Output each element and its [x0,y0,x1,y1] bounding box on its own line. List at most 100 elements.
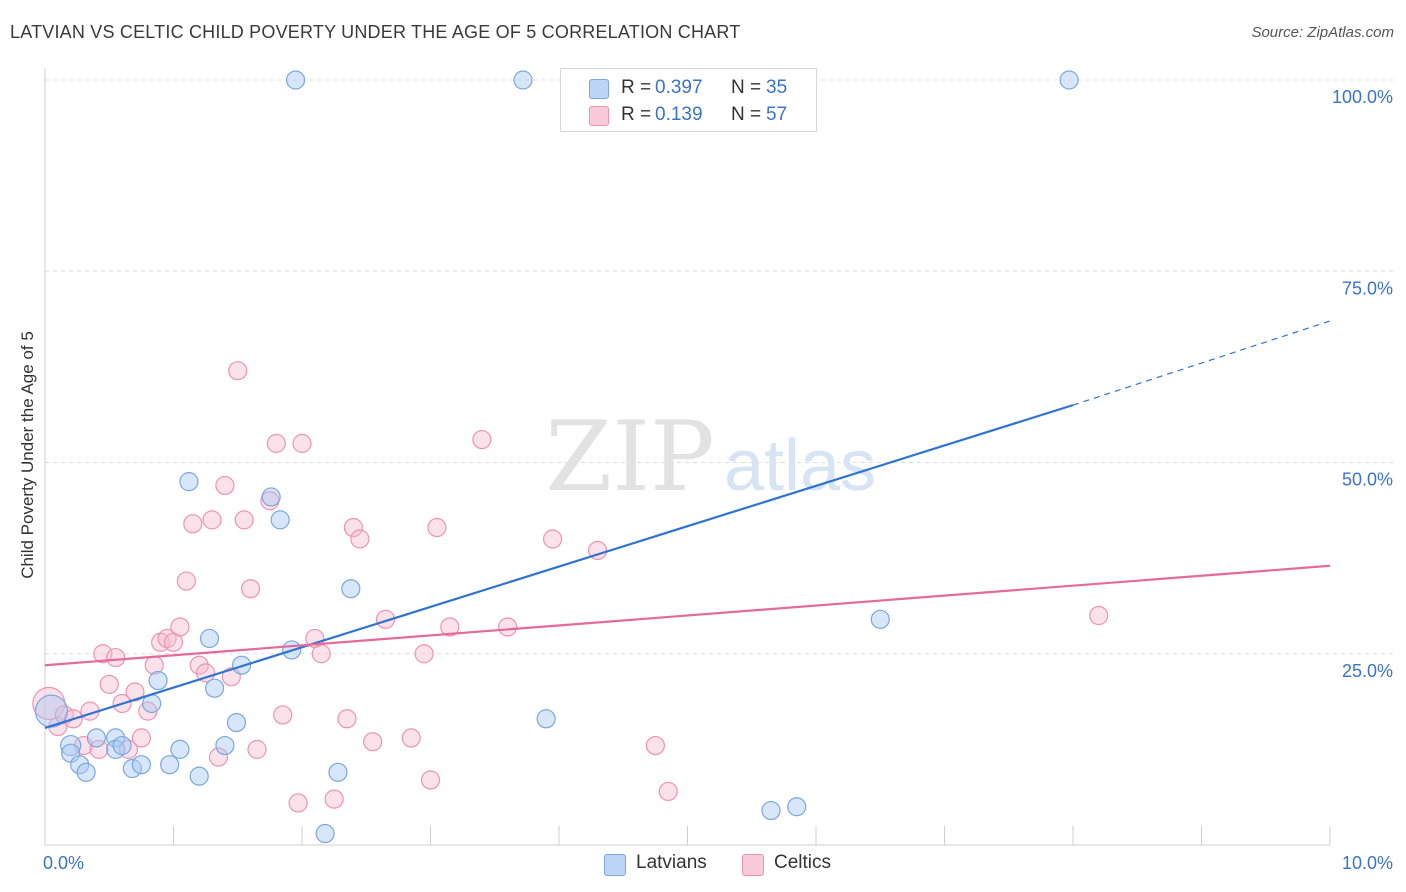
latvians-point [189,766,209,786]
latvians-point [131,755,151,775]
latvians-point [34,694,69,728]
latvians-point [328,762,348,782]
latvians-point [60,734,82,757]
latvians-point [870,609,890,629]
celtics-point [427,517,447,538]
source-label: Source: ZipAtlas.com [1251,24,1394,41]
celtics-point [1089,605,1109,626]
celtics-point [337,709,357,729]
celtics-point [89,739,109,759]
celtics-point [363,732,383,752]
celtics-point [542,529,563,549]
latvians-point [86,728,107,748]
latvians-point [261,487,281,507]
latvians-point [285,70,306,90]
n-label: N = [731,77,762,98]
latvians-point [787,797,807,817]
celtics-point [311,644,331,664]
latvians-point [106,728,126,748]
celtics-point [208,747,229,767]
y-tick-label: 75.0% [1342,278,1393,298]
latvians-point [761,800,781,821]
celtics-point [189,655,209,675]
latvians-point [70,755,90,775]
celtics-point [241,579,261,599]
celtics-point [99,674,119,694]
watermark: ZIP atlas [545,401,876,513]
latvians-trend-extension [1072,320,1331,406]
y-tick-label: 50.0% [1342,470,1393,490]
latvians-point [205,678,225,698]
celtics-point [292,433,312,453]
celtics-point [343,517,363,538]
latvians-point [76,762,96,782]
latvians-point [179,472,199,492]
latvians-point [226,712,247,733]
gridlines [45,79,1395,655]
watermark-atlas: atlas [724,426,876,506]
celtics-point [288,793,308,813]
celtics-point [273,705,293,725]
y-tick-label: 100.0% [1332,87,1393,107]
celtics-point [131,728,151,748]
latvians-swatch [589,79,609,99]
celtics-point [93,644,113,664]
x-tick-label: 0.0% [43,853,84,873]
y-axis-label: Child Poverty Under the Age of 5 [18,331,37,579]
celtics-point [350,529,370,549]
latvians-point [112,735,132,756]
r-value: 0.139 [655,104,703,125]
celtics-point [176,571,196,591]
r-label: R = [621,104,652,125]
celtics-point [658,781,678,802]
celtics-point [645,735,665,756]
axes [44,68,1331,846]
tick-labels: 25.0% 50.0% 75.0% 100.0% 0.0% 10.0% [43,87,1393,873]
latvians-point [160,755,180,775]
celtics-point [228,361,248,381]
celtics-point [472,429,492,450]
celtics-point [324,789,344,809]
celtics-point [401,728,421,748]
latvians-trend-line [44,404,1074,730]
celtics-point [202,510,222,530]
celtics-swatch [589,106,609,126]
latvians-point [215,735,235,756]
legend-row-celtics: R = 0.139 N = 57 [561,102,816,128]
celtics-point [414,644,434,664]
latvians-swatch [604,854,626,876]
legend-row-latvians: R = 0.397 N = 35 [561,75,816,101]
trend-lines [44,320,1331,730]
celtics-point [183,514,203,534]
celtics-trend-line [44,564,1331,667]
latvians-point [536,709,556,729]
series-legend: Latvians Celtics [0,852,1406,876]
latvians-point [315,823,335,844]
legend-label-latvians: Latvians [636,852,707,873]
r-label: R = [621,77,652,98]
celtics-point [106,647,126,668]
celtics-point [247,739,267,759]
n-label: N = [731,104,762,125]
watermark-zip: ZIP [545,401,714,513]
celtics-point [234,510,254,530]
celtics-point [196,663,216,683]
celtics-point [215,475,235,496]
celtics-point [170,617,190,637]
chart-title: LATVIAN VS CELTIC CHILD POVERTY UNDER TH… [10,22,741,42]
celtics-swatch [742,854,764,876]
legend-label-celtics: Celtics [774,852,832,873]
celtics-point [266,433,286,453]
latvians-point [148,670,168,691]
x-tick-label: 10.0% [1342,853,1393,873]
celtics-point [498,617,518,637]
n-value: 57 [766,104,788,125]
n-value: 35 [766,77,788,98]
celtics-point [420,770,441,790]
latvians-point [199,628,220,649]
latvians-point [341,579,361,599]
latvians-point [513,70,533,90]
correlation-legend: R = 0.397 N = 35 R = 0.139 N = 57 [560,68,817,132]
latvians-point [1059,70,1079,90]
